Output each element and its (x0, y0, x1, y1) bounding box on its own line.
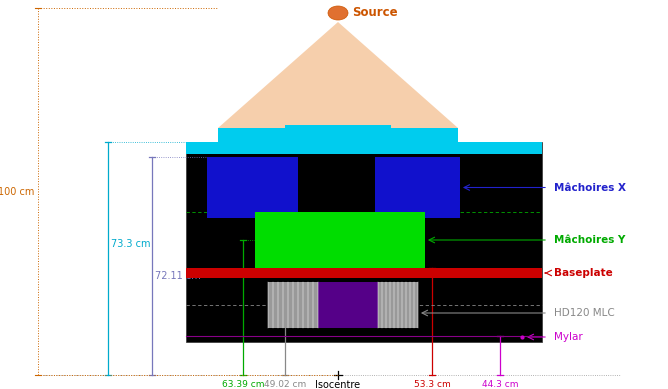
Text: 53.3 cm: 53.3 cm (413, 380, 450, 389)
Polygon shape (218, 22, 458, 128)
Bar (218, 128, 458, 142)
Text: 44.3 cm: 44.3 cm (482, 380, 518, 389)
Text: Mylar: Mylar (554, 332, 582, 342)
Text: 100 cm: 100 cm (0, 186, 34, 196)
Text: Isocentre: Isocentre (315, 380, 361, 389)
Text: Mâchoires X: Mâchoires X (554, 182, 626, 193)
Text: Mâchoires Y: Mâchoires Y (554, 235, 625, 245)
Bar (375, 157, 460, 218)
Bar (268, 282, 418, 328)
Bar (186, 268, 542, 278)
Text: 73.3 cm: 73.3 cm (111, 238, 150, 249)
Ellipse shape (328, 6, 348, 20)
Text: 72.11 cm: 72.11 cm (155, 271, 201, 281)
Bar (318, 282, 378, 328)
Bar (207, 157, 298, 218)
Bar (186, 142, 542, 154)
Bar (255, 212, 425, 268)
Bar (186, 142, 542, 342)
Text: Baseplate: Baseplate (554, 268, 613, 278)
Text: Source: Source (352, 5, 397, 19)
Text: 49.02 cm: 49.02 cm (264, 380, 306, 389)
Text: 63.39 cm: 63.39 cm (222, 380, 265, 389)
Text: HD120 MLC: HD120 MLC (554, 308, 615, 318)
Text: PhSp de VARIAN: PhSp de VARIAN (290, 130, 386, 140)
